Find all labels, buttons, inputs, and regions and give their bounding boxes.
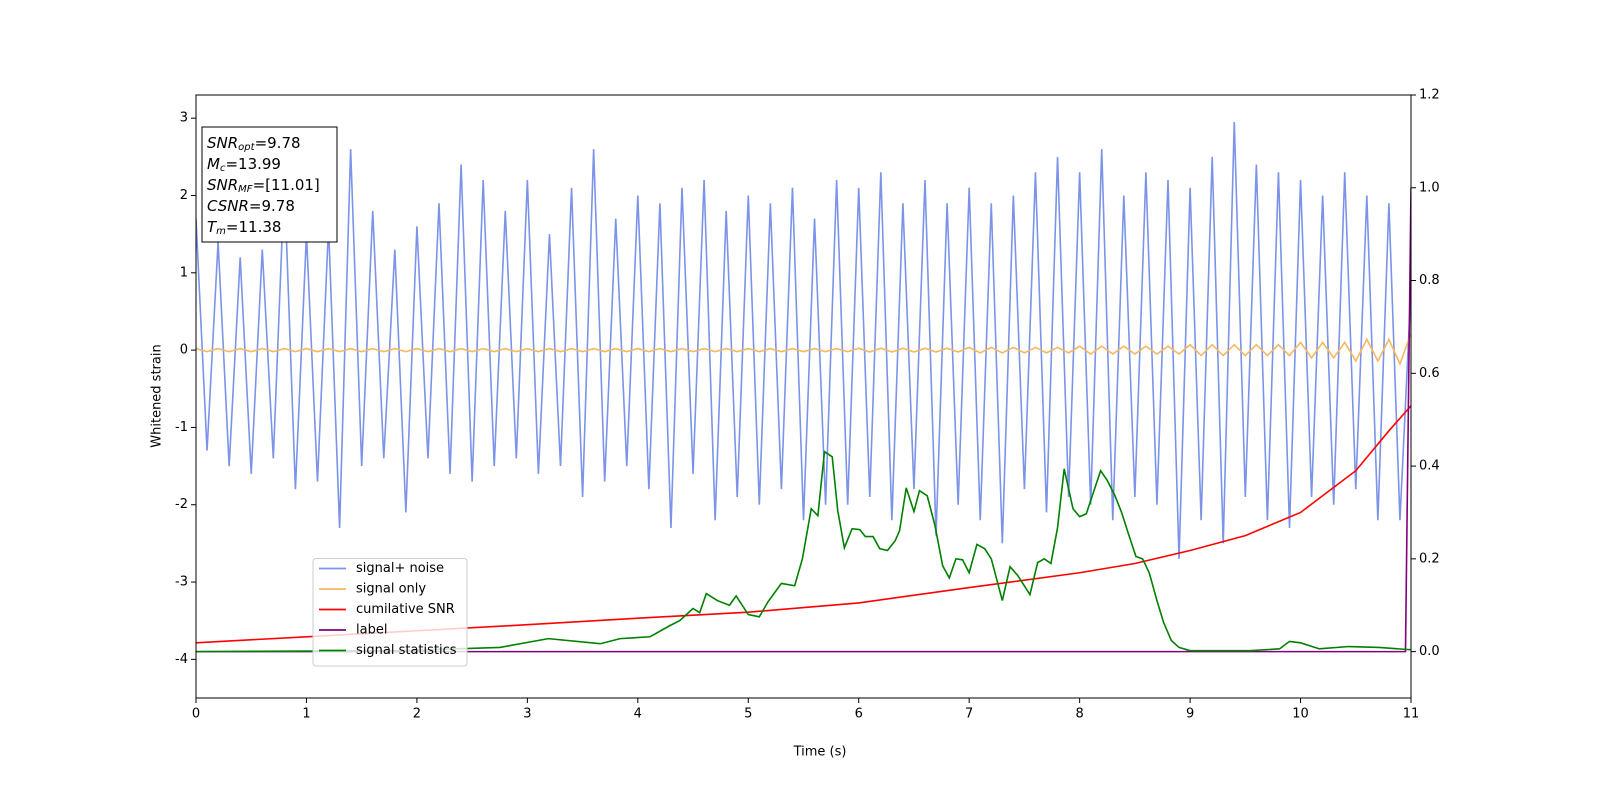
- series-line: [196, 405, 1411, 644]
- annotation: Tm=11.38: [207, 218, 281, 238]
- y-tick-label: -3: [175, 575, 188, 590]
- annotation-symbol: SNR: [207, 134, 238, 152]
- series-line: [196, 122, 1411, 559]
- annotation: CSNR=9.78: [207, 197, 295, 215]
- annotation-value: =9.78: [249, 197, 295, 215]
- annotation: SNRMF=[11.01]: [207, 176, 320, 196]
- x-tick-label: 8: [1075, 707, 1083, 722]
- annotation-subscript: m: [216, 226, 226, 237]
- series-line: [196, 450, 1411, 653]
- x-tick-label: 11: [1403, 707, 1420, 722]
- x-tick-label: 4: [634, 707, 642, 722]
- plot-frame: [195, 94, 1412, 699]
- x-tick-label: 6: [855, 707, 863, 722]
- y-axis-label: Whitened strain: [150, 344, 165, 447]
- y-tick-label: 3: [180, 111, 188, 126]
- x-tick-label: 10: [1292, 707, 1309, 722]
- annotation-subscript: MF: [238, 184, 253, 195]
- x-axis-label: Time (s): [793, 745, 847, 760]
- x-tick-label: 1: [302, 707, 310, 722]
- y-tick-label: -1: [175, 420, 188, 435]
- annotation-symbol: CSNR: [207, 197, 249, 215]
- annotation-symbol: M: [207, 155, 220, 173]
- x-tick-label: 0: [192, 707, 200, 722]
- y2-tick-label: 1.2: [1419, 88, 1440, 103]
- x-tick-label: 7: [965, 707, 973, 722]
- y2-tick-label: 0.8: [1419, 273, 1440, 288]
- annotation-subscript: c: [220, 163, 226, 174]
- annotation-symbol: T: [207, 218, 218, 236]
- annotation-value: =9.78: [255, 134, 301, 152]
- legend-box: [312, 558, 468, 667]
- legend-label: signal+ noise: [356, 561, 444, 576]
- y2-tick-label: 0.2: [1419, 551, 1440, 566]
- x-tick-label: 2: [413, 707, 421, 722]
- annotation: SNRopt=9.78: [207, 134, 301, 154]
- legend-label: cumilative SNR: [356, 602, 455, 617]
- series-line: [196, 332, 1411, 367]
- y2-tick-label: 1.0: [1419, 180, 1440, 195]
- legend-label: signal statistics: [356, 643, 457, 658]
- annotation-box: [201, 126, 338, 243]
- annotation-symbol: SNR: [207, 176, 238, 194]
- legend-label: label: [356, 623, 387, 638]
- x-tick-label: 3: [523, 707, 531, 722]
- annotation-value: =13.99: [225, 155, 281, 173]
- series-line: [196, 187, 1411, 653]
- y-tick-label: -2: [175, 497, 188, 512]
- annotation-value: =11.38: [226, 218, 282, 236]
- y2-tick-label: 0.0: [1419, 644, 1440, 659]
- legend-label: signal only: [356, 582, 426, 597]
- y-tick-label: 1: [180, 265, 188, 280]
- y2-tick-label: 0.6: [1419, 366, 1440, 381]
- x-tick-label: 5: [744, 707, 752, 722]
- y2-tick-label: 0.4: [1419, 459, 1440, 474]
- y-tick-label: 2: [180, 188, 188, 203]
- x-tick-label: 9: [1186, 707, 1194, 722]
- annotation-subscript: opt: [238, 142, 255, 153]
- y-tick-label: -4: [175, 652, 188, 667]
- annotation: Mc=13.99: [207, 155, 281, 175]
- annotation-value: =[11.01]: [253, 176, 320, 194]
- y-tick-label: 0: [180, 343, 188, 358]
